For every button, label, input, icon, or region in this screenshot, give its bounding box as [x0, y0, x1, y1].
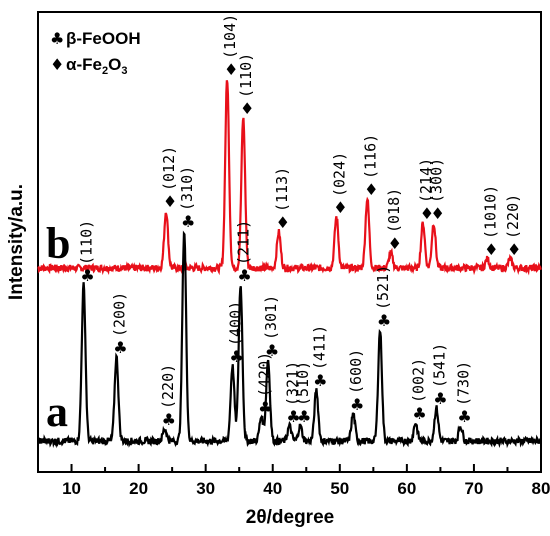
peak-hkl-label: (012): [160, 146, 178, 191]
peak-marker: ♣: [412, 404, 426, 423]
xrd-trace-b: [37, 80, 542, 276]
peak-marker: ♦: [163, 192, 177, 211]
peak-marker: ♦: [388, 234, 402, 253]
peak-marker: ♦: [276, 213, 290, 232]
peak-marker: ♣: [377, 311, 391, 330]
peak-annotations: ♦(012)♦(104)♦(110)♦(113) ♦(024) ♦(116)♦(01…: [78, 14, 523, 429]
peak-marker: ♣: [162, 410, 176, 429]
peak-hkl-label: (300): [428, 158, 446, 203]
peak-hkl-label: (220): [159, 364, 177, 409]
x-tick-label: 50: [330, 479, 349, 498]
peak-hkl-label: (1010): [481, 185, 499, 239]
peak-hkl-label: (104): [221, 14, 239, 59]
x-axis-ticks: 10 20 30 40 50 60 70 80: [62, 464, 550, 498]
peak-hkl-label: (116): [361, 134, 379, 179]
peak-marker: ♣: [297, 407, 311, 426]
x-tick-label: 30: [196, 479, 215, 498]
peak-marker: ♦: [240, 99, 254, 118]
peak-marker: ♣: [237, 266, 251, 285]
plot-frame: [37, 11, 542, 473]
peak-marker: ♣: [258, 398, 272, 417]
peak-marker: ♣: [265, 341, 279, 360]
x-tick-label: 40: [263, 479, 282, 498]
legend: ♣ β-FeOOH ♦ α-Fe2O3: [50, 29, 141, 77]
peak-hkl-label: (310): [178, 166, 196, 211]
legend-label-fe2o3: α-Fe2O3: [66, 55, 127, 77]
peak-hkl-label: (301): [262, 295, 280, 340]
peak-hkl-label: (321): [284, 361, 302, 406]
x-tick-label: 10: [62, 479, 81, 498]
peak-hkl-label: (200): [110, 292, 128, 337]
peak-hkl-label: (220): [504, 194, 522, 239]
legend-symbol-feooh: ♣: [50, 29, 64, 48]
peak-marker: ♣: [457, 407, 471, 426]
legend-symbol-fe2o3: ♦: [50, 55, 64, 74]
peak-marker: ♣: [113, 338, 127, 357]
peak-marker: ♦: [420, 204, 434, 223]
peak-hkl-label: (018): [385, 188, 403, 233]
legend-label-feooh: β-FeOOH: [66, 29, 141, 48]
peak-marker: ♦: [224, 60, 238, 79]
xrd-trace-a: [37, 230, 542, 449]
peak-hkl-label: (113): [273, 167, 291, 212]
peak-marker: ♦: [484, 240, 498, 259]
peak-hkl-label: (541): [430, 343, 448, 388]
peak-hkl-label: (510): [294, 361, 312, 406]
peak-marker: ♣: [181, 212, 195, 231]
panel-label-b: b: [46, 219, 70, 268]
x-tick-label: 20: [129, 479, 148, 498]
y-axis-title: Intensity/a.u.: [6, 184, 27, 300]
peak-hkl-label: (420): [255, 352, 273, 397]
peak-hkl-label: (411): [310, 325, 328, 370]
legend-subscript-3: 3: [121, 65, 127, 77]
peak-hkl-label: (730): [455, 361, 473, 406]
peak-hkl-label: (211): [235, 220, 253, 265]
peak-marker: ♣: [80, 266, 94, 285]
x-tick-label: 80: [532, 479, 550, 498]
x-axis-title: 2θ/degree: [246, 507, 334, 528]
peak-marker: ♦: [431, 204, 445, 223]
peak-marker: ♣: [433, 389, 447, 408]
peak-hkl-label: (214): [417, 158, 435, 203]
x-tick-label: 60: [397, 479, 416, 498]
peak-hkl-label: (002): [410, 358, 428, 403]
peak-hkl-label: (600): [347, 349, 365, 394]
peak-marker: ♣: [313, 371, 327, 390]
peak-marker: ♣: [286, 407, 300, 426]
peak-marker: ♣: [350, 395, 364, 414]
x-tick-label: 70: [464, 479, 483, 498]
peak-marker: ♦: [507, 240, 521, 259]
peak-hkl-label: (110): [237, 53, 255, 98]
xrd-traces: [37, 80, 542, 449]
peak-marker: ♦: [333, 198, 347, 217]
legend-label-o: O: [108, 55, 121, 74]
peak-marker: ♣: [229, 347, 243, 366]
peak-hkl-label: (521): [374, 265, 392, 310]
peak-marker: ♦: [364, 180, 378, 199]
peak-hkl-label: (024): [330, 152, 348, 197]
legend-subscript-2: 2: [102, 65, 108, 77]
panel-label-a: a: [46, 387, 68, 436]
peak-hkl-label: (110): [78, 220, 96, 265]
peak-hkl-label: (400): [226, 301, 244, 346]
